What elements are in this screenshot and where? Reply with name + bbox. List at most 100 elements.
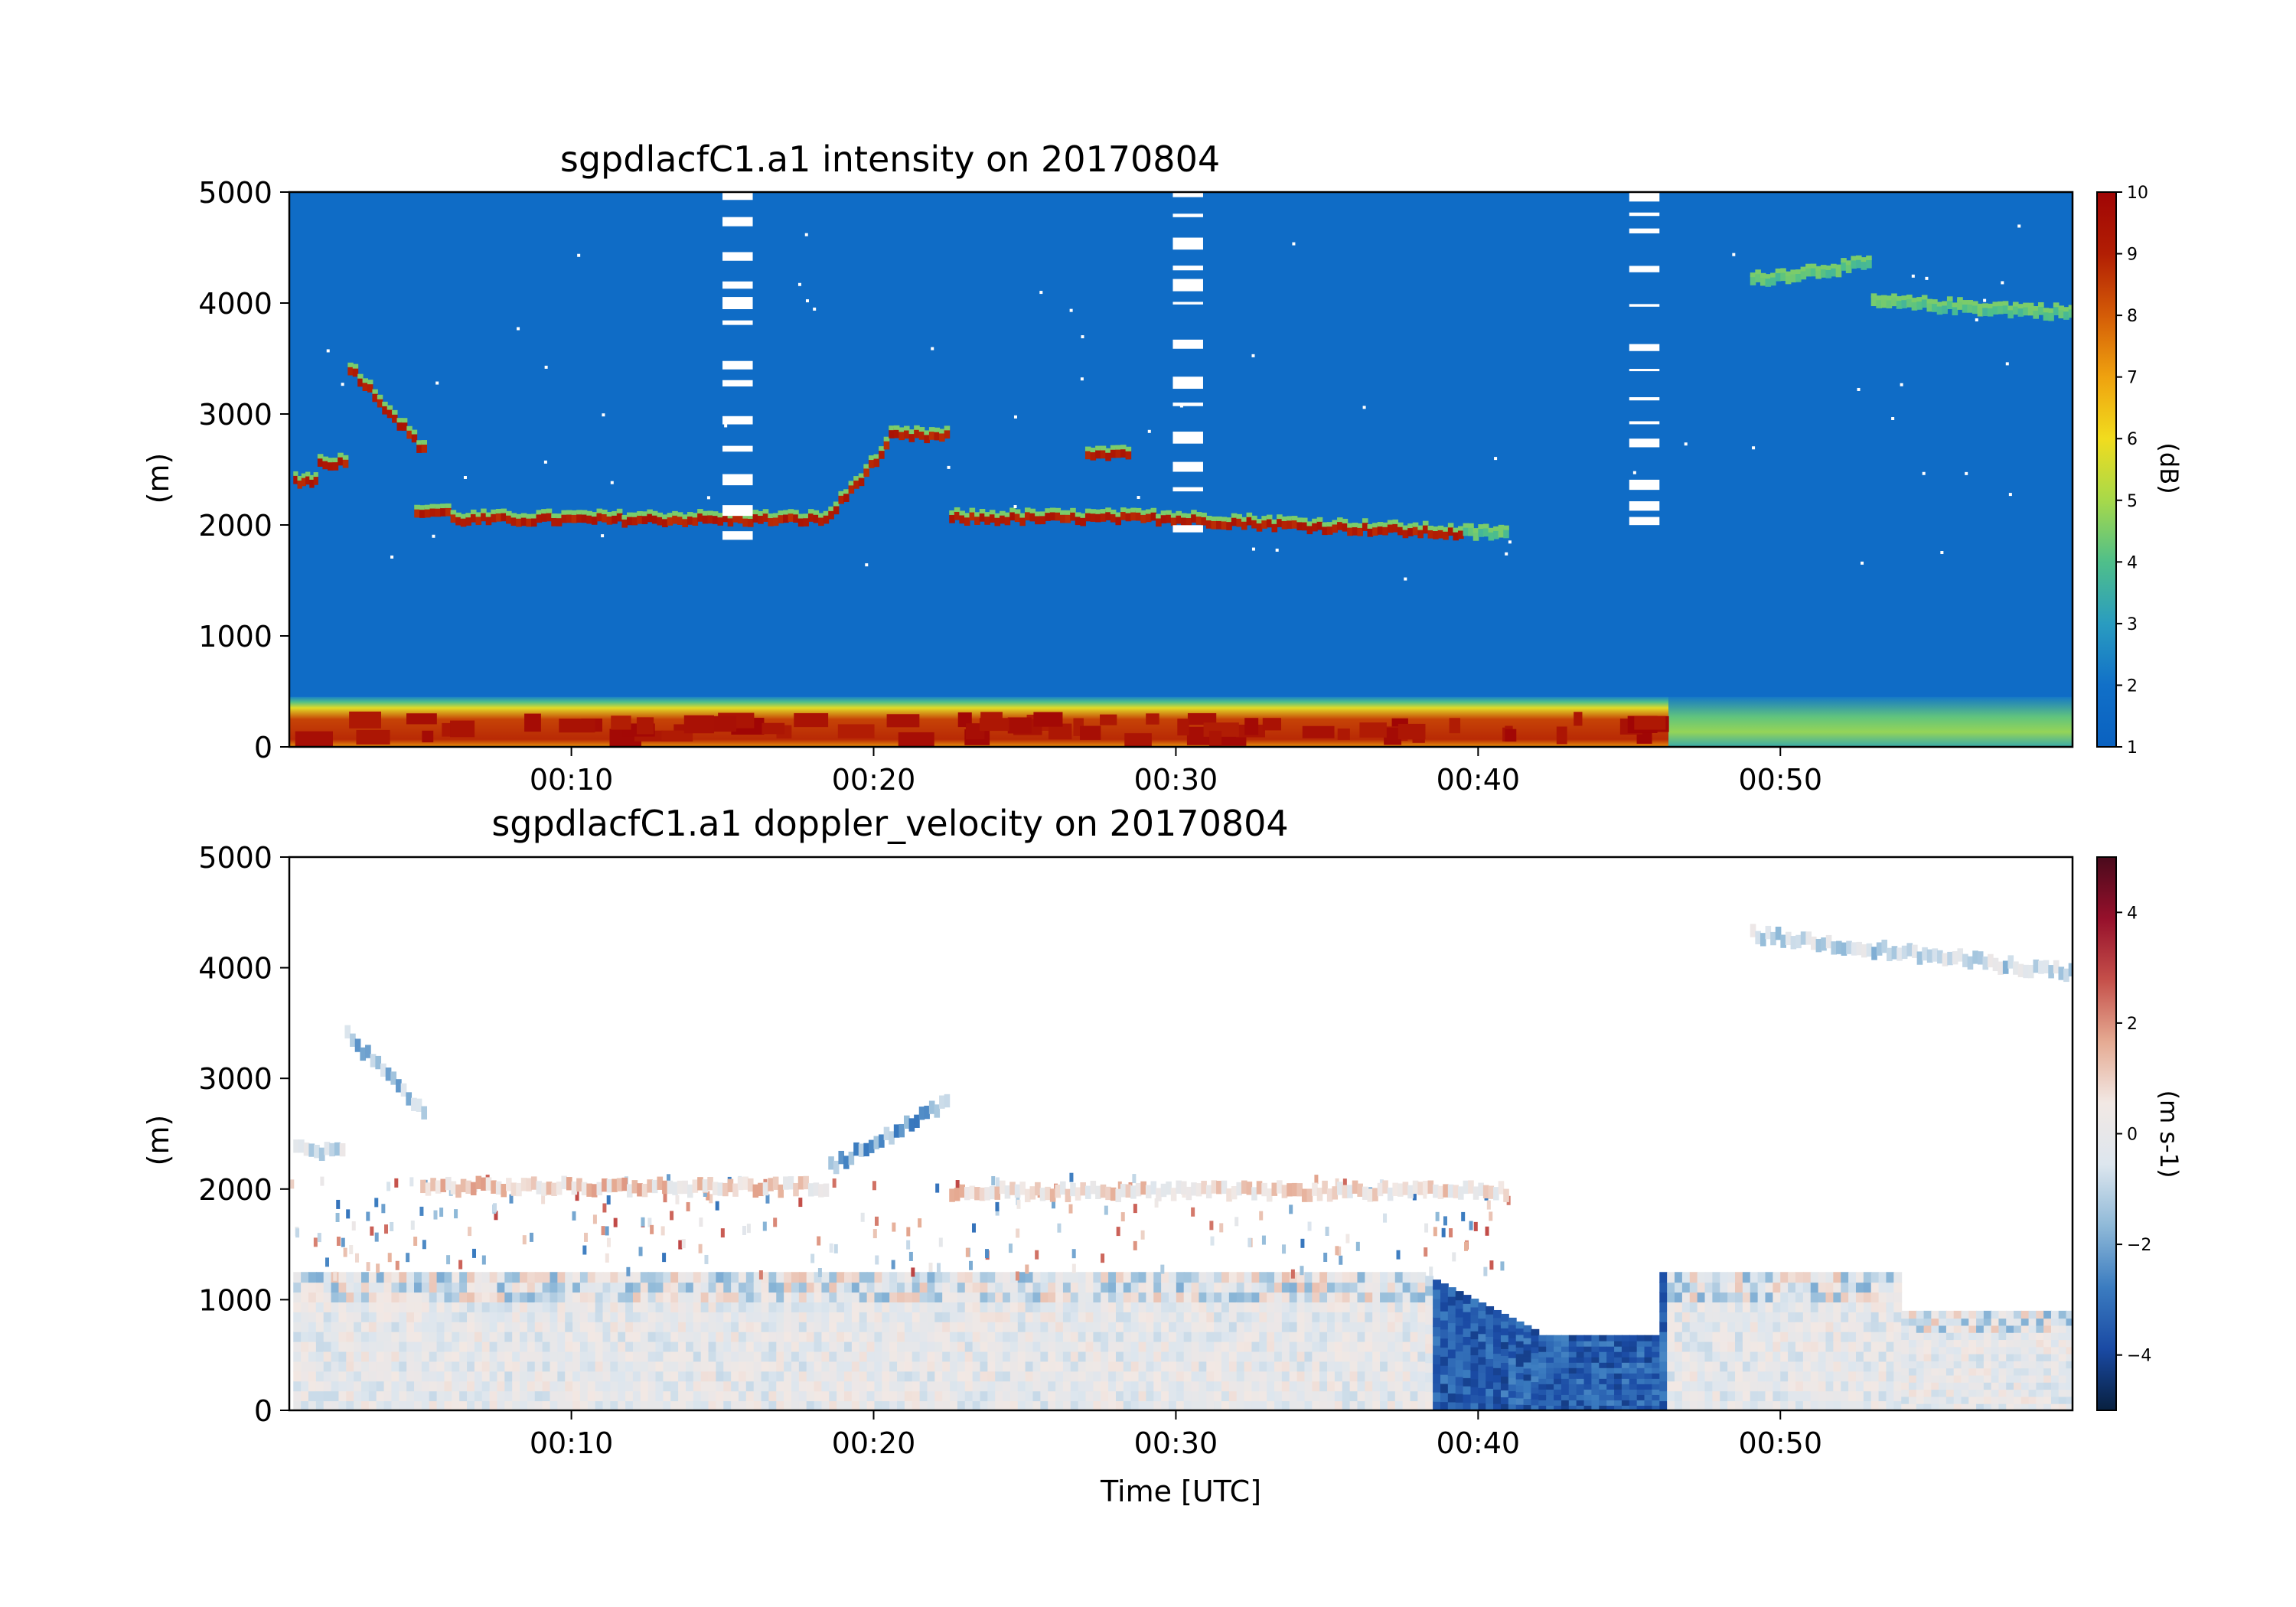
mixed-layer-cell bbox=[640, 1351, 649, 1362]
mixed-layer-cell bbox=[889, 1341, 899, 1352]
mixed-layer-cell bbox=[602, 1272, 612, 1283]
mixed-layer-cell bbox=[995, 1361, 1004, 1372]
cloud-layer-cell bbox=[1075, 515, 1081, 526]
mixed-layer-cell bbox=[1855, 1321, 1864, 1332]
cloud-layer-cell bbox=[1750, 275, 1756, 285]
mixed-layer-cell bbox=[1161, 1351, 1169, 1362]
mixed-layer-cell bbox=[361, 1311, 370, 1322]
mixed-layer-cell bbox=[301, 1321, 309, 1332]
mixed-layer-cell bbox=[768, 1380, 778, 1392]
mixed-layer-cell bbox=[2028, 1374, 2037, 1383]
mixed-layer-cell bbox=[557, 1321, 566, 1332]
mixed-layer-cell bbox=[1387, 1331, 1396, 1342]
speckle bbox=[390, 555, 394, 559]
cloud-layer-edge bbox=[551, 513, 557, 519]
mixed-layer-cell bbox=[1606, 1404, 1616, 1410]
mixed-layer-cell bbox=[1833, 1311, 1842, 1322]
cloud-layer-cell bbox=[1135, 510, 1142, 521]
plume-speck bbox=[606, 1195, 611, 1205]
mixed-layer-cell bbox=[1802, 1390, 1812, 1402]
cloud-layer-cell bbox=[712, 513, 719, 524]
plume-speck bbox=[1469, 1221, 1473, 1231]
cloud-layer-cell bbox=[1306, 524, 1313, 535]
mixed-layer-cell bbox=[1433, 1382, 1441, 1393]
mixed-layer-cell bbox=[1833, 1301, 1842, 1312]
mixed-layer-cell bbox=[1909, 1374, 1917, 1383]
mixed-layer-cell bbox=[1161, 1380, 1169, 1392]
mixed-layer-cell bbox=[1304, 1331, 1313, 1342]
cloud-layer-edge bbox=[362, 378, 369, 383]
velocity-cloud-cell bbox=[1095, 1185, 1101, 1200]
velocity-cloud-cell bbox=[1382, 1180, 1388, 1194]
mixed-layer-cell bbox=[1998, 1339, 2007, 1348]
mixed-layer-cell bbox=[972, 1341, 981, 1352]
mixed-layer-cell bbox=[647, 1380, 657, 1392]
mixed-layer-cell bbox=[1523, 1337, 1532, 1345]
mixed-layer-cell bbox=[550, 1341, 559, 1352]
velocity-cloud-cell bbox=[1498, 1181, 1505, 1195]
velocity-cloud-cell bbox=[1916, 951, 1923, 965]
mixed-layer-cell bbox=[912, 1380, 921, 1392]
mixed-layer-cell bbox=[1841, 1292, 1850, 1302]
mixed-layer-cell bbox=[1591, 1340, 1600, 1347]
plume-speck bbox=[650, 1224, 654, 1234]
mixed-layer-cell bbox=[391, 1272, 400, 1283]
plume-speck bbox=[746, 1224, 751, 1234]
mixed-layer-cell bbox=[557, 1272, 566, 1283]
mixed-layer-cell bbox=[625, 1321, 634, 1332]
mixed-layer-cell bbox=[1161, 1371, 1169, 1382]
cloud-layer-edge bbox=[1402, 525, 1409, 530]
cloud-layer-cell bbox=[450, 512, 457, 523]
mixed-layer-cell bbox=[1244, 1400, 1253, 1410]
mixed-layer-cell bbox=[1062, 1292, 1071, 1302]
mixed-layer-cell bbox=[1697, 1272, 1706, 1283]
mixed-layer-cell bbox=[1025, 1301, 1034, 1312]
mixed-layer-cell bbox=[1659, 1292, 1668, 1302]
mixed-layer-cell bbox=[376, 1282, 385, 1293]
mixed-layer-cell bbox=[1704, 1400, 1714, 1410]
mixed-layer-cell bbox=[972, 1272, 981, 1283]
mixed-layer-cell bbox=[1909, 1403, 1917, 1410]
mixed-layer-cell bbox=[663, 1331, 672, 1342]
mixed-layer-cell bbox=[1773, 1272, 1782, 1283]
mixed-layer-cell bbox=[723, 1390, 732, 1402]
velocity-cloud-cell bbox=[1251, 1187, 1257, 1201]
cloud-layer-edge bbox=[1962, 300, 1968, 305]
mixed-layer-cell bbox=[995, 1351, 1004, 1362]
mixed-layer-cell bbox=[1576, 1383, 1585, 1390]
mixed-layer-cell bbox=[1146, 1331, 1155, 1342]
mixed-layer-cell bbox=[814, 1272, 823, 1283]
mixed-layer-cell bbox=[361, 1380, 370, 1392]
cloud-layer-edge bbox=[1277, 514, 1283, 520]
mixed-layer-cell bbox=[1531, 1381, 1540, 1388]
cloud-layer-cell bbox=[481, 511, 487, 522]
mixed-layer-cell bbox=[942, 1380, 951, 1392]
mixed-layer-cell bbox=[1659, 1311, 1668, 1322]
mixed-layer-cell bbox=[331, 1361, 340, 1372]
mixed-layer-cell bbox=[1183, 1292, 1192, 1302]
mixed-layer-cell bbox=[1712, 1341, 1721, 1352]
mixed-layer-cell bbox=[1289, 1400, 1298, 1410]
mixed-layer-cell bbox=[1357, 1301, 1366, 1312]
mixed-layer-cell bbox=[1953, 1367, 1962, 1376]
y-tick-label: 2000 bbox=[198, 509, 272, 543]
mixed-layer-cell bbox=[452, 1390, 461, 1402]
mixed-layer-cell bbox=[640, 1301, 649, 1312]
mixed-layer-cell bbox=[1870, 1282, 1880, 1293]
mixed-layer-cell bbox=[1078, 1380, 1087, 1392]
mixed-layer-cell bbox=[406, 1321, 416, 1332]
mixed-layer-cell bbox=[489, 1331, 498, 1342]
cloud-layer-cell bbox=[1322, 525, 1328, 536]
mixed-layer-cell bbox=[1470, 1314, 1479, 1324]
mixed-layer-cell bbox=[1833, 1400, 1842, 1410]
speckle bbox=[1292, 242, 1296, 246]
mixed-layer-cell bbox=[1810, 1380, 1819, 1392]
cloud-layer-cell bbox=[984, 514, 990, 525]
velocity-cloud-cell bbox=[924, 1105, 930, 1120]
mixed-layer-cell bbox=[768, 1390, 778, 1402]
cloud-layer-cell bbox=[495, 511, 502, 522]
mixed-layer-cell bbox=[1191, 1341, 1200, 1352]
cloud-layer-edge bbox=[1770, 272, 1776, 278]
mixed-layer-cell bbox=[1296, 1361, 1306, 1372]
mixed-layer-cell bbox=[1825, 1272, 1835, 1283]
